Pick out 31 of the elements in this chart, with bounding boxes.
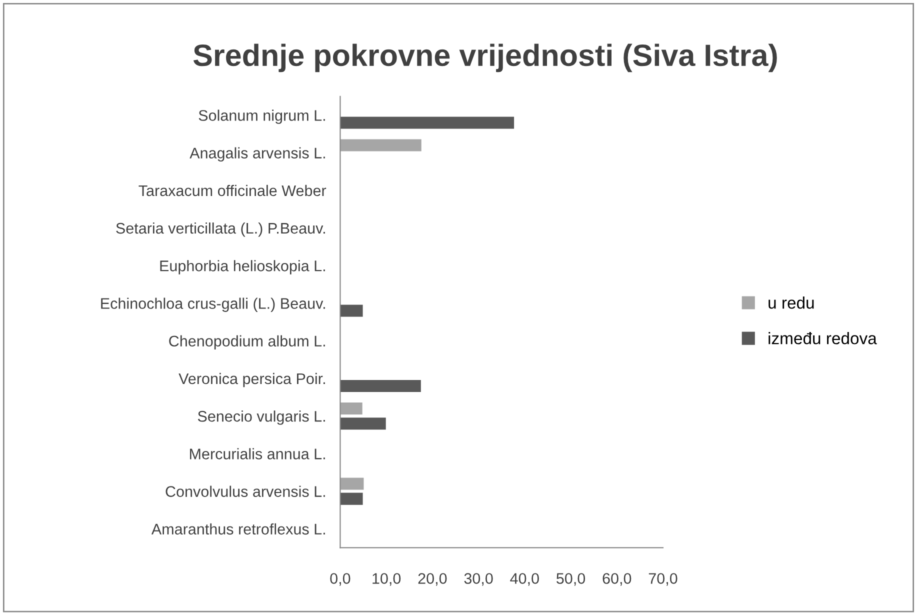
x-tick-label: 0,0 [330,573,350,586]
y-tick-label: Veronica persica Poir. [178,372,325,388]
bar [340,116,514,129]
y-tick-label: Anagalis arvensis L. [190,147,325,162]
bar [340,304,363,317]
bar [340,139,422,152]
y-tick-label: Convolvulus arvensis L. [166,486,325,497]
legend-label: u redu [768,296,814,309]
bar [340,478,364,490]
bar [340,402,362,415]
y-tick-label: Chenopodium album L. [169,335,325,350]
x-tick-label: 30,0 [464,573,493,586]
legend-label: između redova [768,332,877,344]
x-tick-label: 70,0 [648,573,678,586]
y-tick-label: Euphorbia helioskopia L. [160,260,325,274]
chart-title: Srednje pokrovne vrijednosti (Siva Istra) [193,44,777,72]
x-tick-label: 10,0 [372,573,401,586]
y-tick-label: Taraxacum officinale Weber [138,184,326,196]
x-tick-label: 50,0 [556,573,586,586]
x-tick-label: 20,0 [418,573,447,586]
bar [340,380,421,392]
bar [340,492,363,505]
x-tick-label: 60,0 [602,573,632,586]
y-tick-label: Mercurialis annua L. [190,448,325,460]
y-tick-label: Echinochloa crus-galli (L.) Beauv. [101,298,325,312]
y-tick-label: Setaria verticillata (L.) P.Beauv. [116,222,325,237]
bar [340,418,386,430]
y-tick-label: Senecio vulgaris L. [198,410,325,425]
x-tick-label: 40,0 [510,573,539,586]
y-tick-label: Solanum nigrum L. [198,110,325,124]
y-tick-label: Amaranthus retroflexus L. [151,523,325,535]
